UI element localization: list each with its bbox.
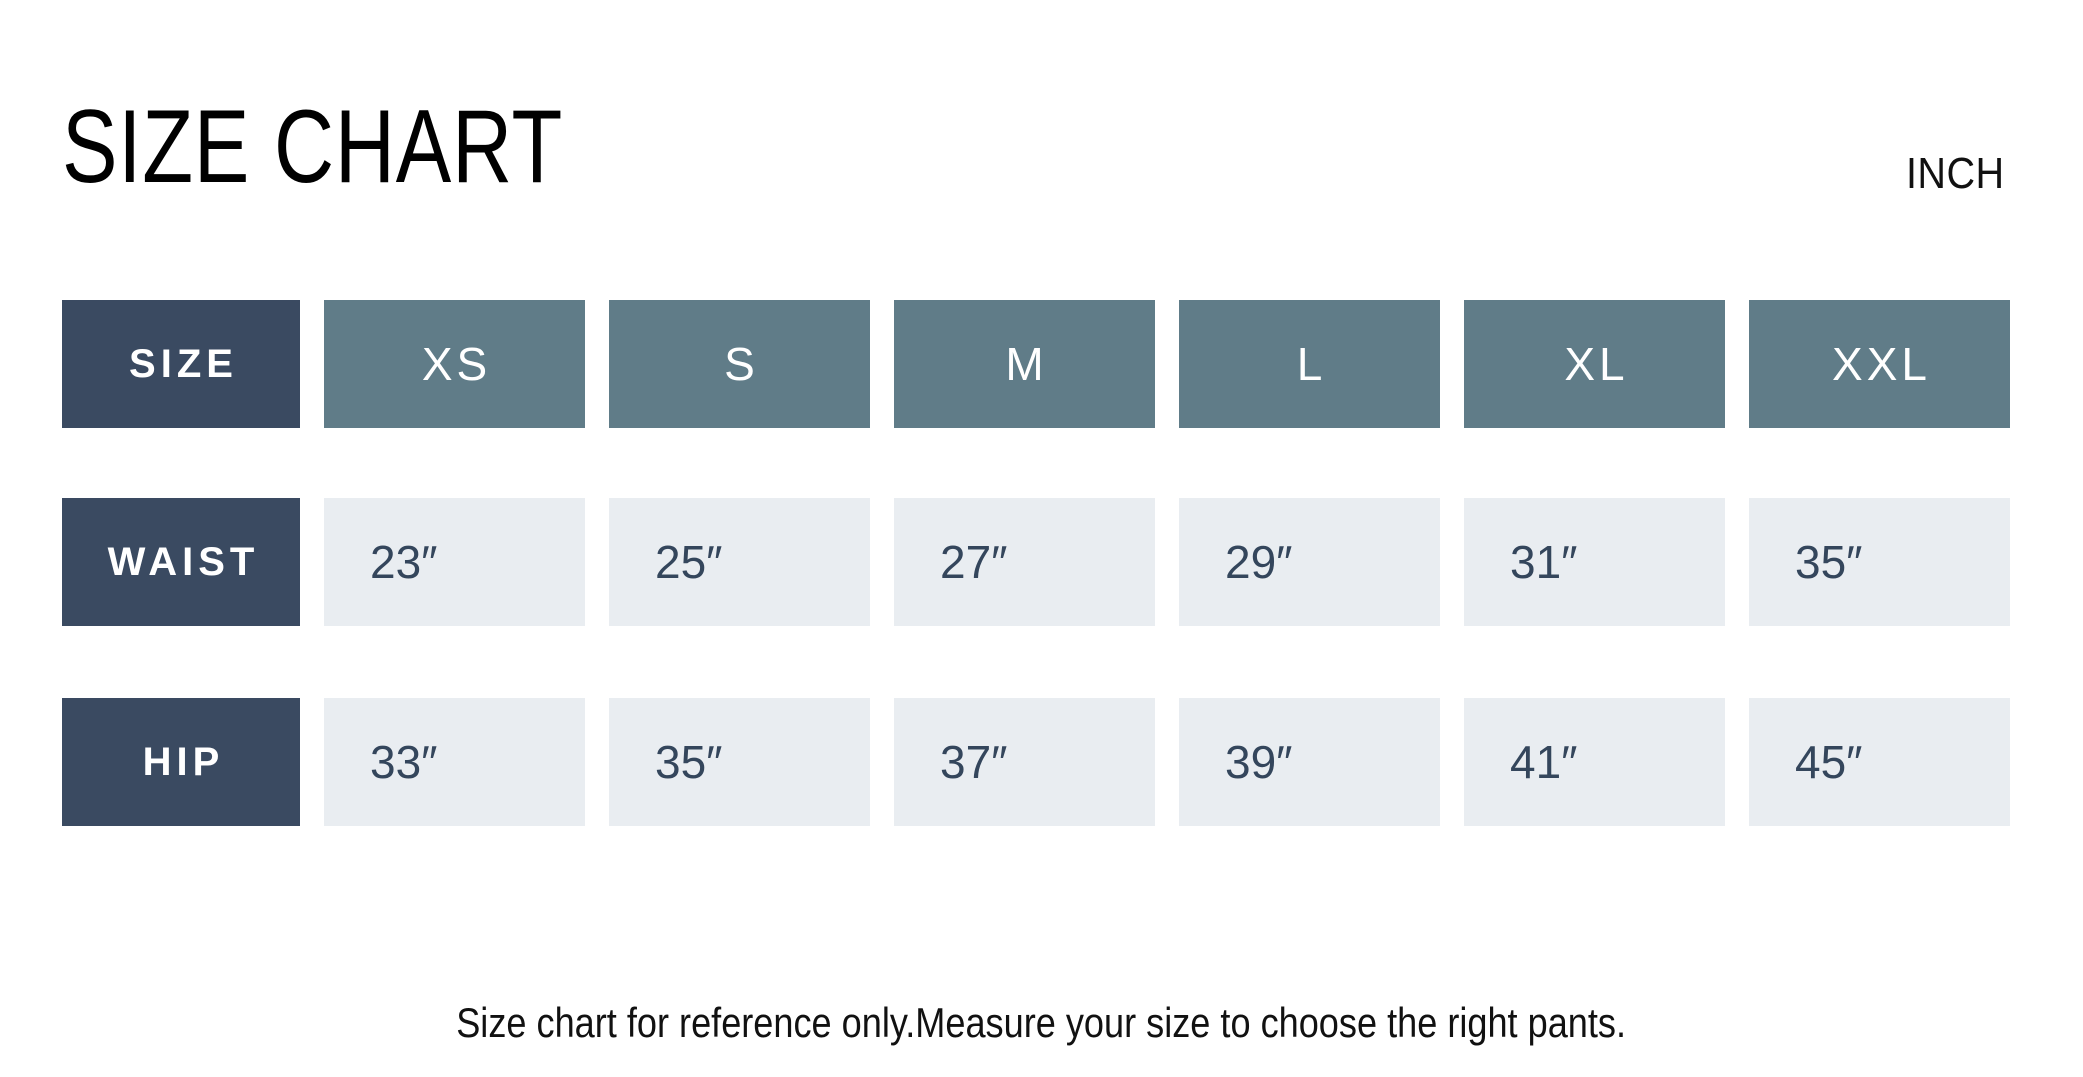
- hip-value-s: 35″: [609, 698, 870, 826]
- table-header-row: SIZE XS S M L XL XXL: [62, 300, 2010, 428]
- chart-header: SIZE CHART INCH: [0, 0, 2083, 290]
- size-column-s[interactable]: S: [609, 300, 870, 428]
- waist-value-xl: 31″: [1464, 498, 1725, 626]
- hip-value-xxl: 45″: [1749, 698, 2010, 826]
- row-label-hip: HIP: [62, 698, 300, 826]
- size-column-m[interactable]: M: [894, 300, 1155, 428]
- footer-note-text: Size chart for reference only.Measure yo…: [456, 999, 1627, 1046]
- waist-value-l: 29″: [1179, 498, 1440, 626]
- waist-value-xs: 23″: [324, 498, 585, 626]
- hip-value-m: 37″: [894, 698, 1155, 826]
- corner-label-size: SIZE: [62, 300, 300, 428]
- row-gap: [62, 428, 2010, 498]
- size-column-l[interactable]: L: [1179, 300, 1440, 428]
- size-column-xl[interactable]: XL: [1464, 300, 1725, 428]
- waist-value-xxl: 35″: [1749, 498, 2010, 626]
- table-row-hip: HIP 33″ 35″ 37″ 39″ 41″ 45″: [62, 698, 2010, 826]
- unit-label: INCH: [1906, 149, 2005, 198]
- page-title: SIZE CHART: [62, 89, 564, 205]
- size-column-xs[interactable]: XS: [324, 300, 585, 428]
- hip-value-xs: 33″: [324, 698, 585, 826]
- hip-value-l: 39″: [1179, 698, 1440, 826]
- waist-value-m: 27″: [894, 498, 1155, 626]
- footer-note: Size chart for reference only.Measure yo…: [0, 999, 2083, 1046]
- table-row-waist: WAIST 23″ 25″ 27″ 29″ 31″ 35″: [62, 498, 2010, 626]
- row-gap: [62, 626, 2010, 698]
- size-chart-table: SIZE XS S M L XL XXL WAIST 23″ 25″ 27″ 2…: [62, 300, 2010, 826]
- row-label-waist: WAIST: [62, 498, 300, 626]
- hip-value-xl: 41″: [1464, 698, 1725, 826]
- size-column-xxl[interactable]: XXL: [1749, 300, 2010, 428]
- waist-value-s: 25″: [609, 498, 870, 626]
